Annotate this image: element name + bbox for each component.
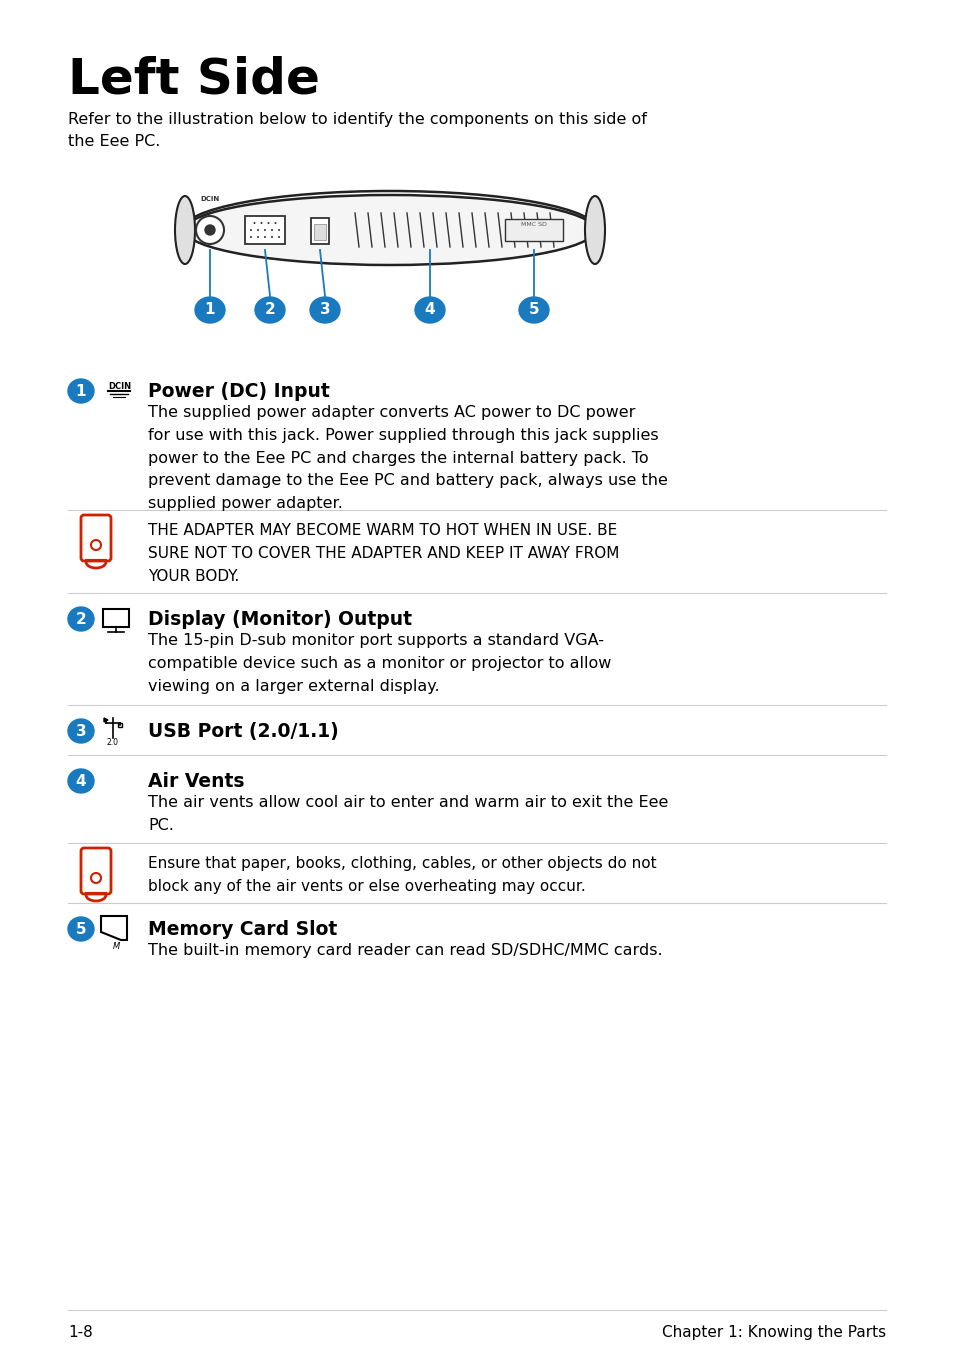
Text: Display (Monitor) Output: Display (Monitor) Output [148,611,412,630]
Circle shape [271,236,273,237]
Text: 4: 4 [75,773,86,788]
Text: 5: 5 [75,921,86,936]
Text: Air Vents: Air Vents [148,772,244,791]
Ellipse shape [185,195,595,265]
Text: The air vents allow cool air to enter and warm air to exit the Eee
PC.: The air vents allow cool air to enter an… [148,795,668,833]
Text: USB Port (2.0/1.1): USB Port (2.0/1.1) [148,722,338,741]
Text: Memory Card Slot: Memory Card Slot [148,920,337,939]
Text: 5: 5 [528,303,538,318]
Text: 1: 1 [205,303,215,318]
Circle shape [267,223,269,224]
Ellipse shape [518,297,548,323]
Text: 4: 4 [424,303,435,318]
Circle shape [250,236,252,237]
Text: 3: 3 [319,303,330,318]
Circle shape [253,223,255,224]
Text: 2.0: 2.0 [107,738,119,746]
Ellipse shape [68,379,94,403]
FancyBboxPatch shape [314,224,326,240]
Text: 1-8: 1-8 [68,1324,92,1339]
Text: 2: 2 [75,612,87,627]
Circle shape [256,236,258,237]
Text: Refer to the illustration below to identify the components on this side of
the E: Refer to the illustration below to ident… [68,113,646,149]
Circle shape [256,229,258,231]
Circle shape [277,229,280,231]
Text: Power (DC) Input: Power (DC) Input [148,383,330,402]
Text: The supplied power adapter converts AC power to DC power
for use with this jack.: The supplied power adapter converts AC p… [148,404,667,512]
Circle shape [260,223,262,224]
Text: DCIN: DCIN [108,383,131,391]
Text: 3: 3 [75,723,86,738]
Polygon shape [104,718,108,722]
Circle shape [271,229,273,231]
Circle shape [195,216,224,244]
Text: M: M [112,942,119,951]
Ellipse shape [68,769,94,792]
Text: The 15-pin D-sub monitor port supports a standard VGA-
compatible device such as: The 15-pin D-sub monitor port supports a… [148,632,611,693]
Ellipse shape [310,297,339,323]
Text: THE ADAPTER MAY BECOME WARM TO HOT WHEN IN USE. BE
SURE NOT TO COVER THE ADAPTER: THE ADAPTER MAY BECOME WARM TO HOT WHEN … [148,522,618,584]
FancyBboxPatch shape [245,216,285,244]
Ellipse shape [194,297,225,323]
Text: DCIN: DCIN [200,195,219,202]
Ellipse shape [415,297,444,323]
Circle shape [250,229,252,231]
Ellipse shape [254,297,285,323]
Ellipse shape [68,607,94,631]
Ellipse shape [68,917,94,940]
Text: The built-in memory card reader can read SD/SDHC/MMC cards.: The built-in memory card reader can read… [148,943,662,958]
Ellipse shape [174,195,194,265]
Text: Chapter 1: Knowing the Parts: Chapter 1: Knowing the Parts [661,1324,885,1339]
Ellipse shape [584,195,604,265]
Circle shape [277,236,280,237]
Ellipse shape [68,719,94,744]
Circle shape [205,225,214,235]
Circle shape [264,229,266,231]
Text: Ensure that paper, books, clothing, cables, or other objects do not
block any of: Ensure that paper, books, clothing, cabl… [148,856,656,894]
FancyBboxPatch shape [504,218,562,242]
Text: 2: 2 [264,303,275,318]
Circle shape [274,223,276,224]
Text: Left Side: Left Side [68,56,319,103]
Circle shape [264,236,266,237]
Text: MMC SD: MMC SD [520,223,546,228]
Text: 1: 1 [75,384,86,399]
FancyBboxPatch shape [311,218,329,244]
